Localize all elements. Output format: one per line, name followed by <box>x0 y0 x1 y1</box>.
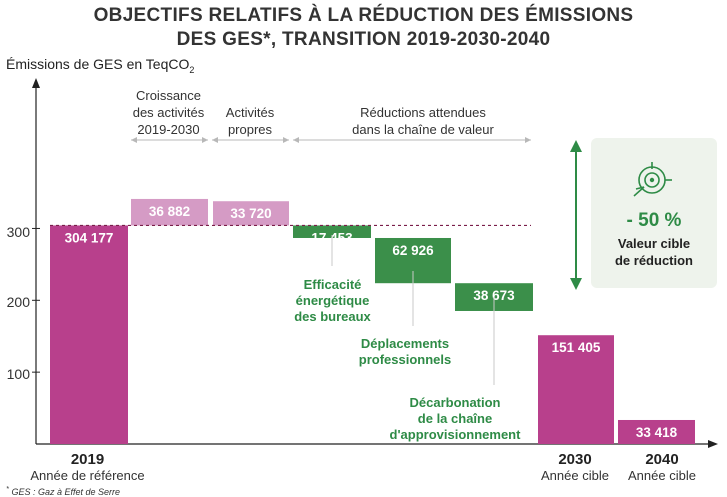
footnote: * GES : Gaz à Effet de Serre <box>6 484 120 497</box>
bar-total <box>538 335 614 444</box>
bar-value-label: 33 720 <box>230 206 271 221</box>
bar-value-label: 151 405 <box>552 340 601 355</box>
annotation-efficiency: Efficacité énergétique des bureaux <box>294 277 371 324</box>
target-percent: - 50 % <box>626 210 682 231</box>
target-panel <box>591 138 717 288</box>
x-category-2040: 2040 Année cible <box>628 451 696 483</box>
bracket-clean-arrow-left <box>212 137 218 143</box>
reduction-arrow-head-top <box>570 140 582 152</box>
bar-increase <box>131 198 208 226</box>
segment-label-clean: Activités propres <box>225 105 275 137</box>
y-tick-300: 300 <box>6 224 30 240</box>
bracket-value-chain-arrow-left <box>293 137 299 143</box>
bar-value-label: 304 177 <box>65 230 114 245</box>
bracket-growth-arrow-right <box>202 137 208 143</box>
y-axis-arrow <box>32 78 40 88</box>
annotation-travel: Déplacements professionnels <box>358 336 452 367</box>
y-axis-label: Émissions de GES en TeqCO2 <box>6 56 195 75</box>
bar-value-label: 38 673 <box>473 288 515 303</box>
chart-title-line-1: OBJECTIFS RELATIFS À LA RÉDUCTION DES ÉM… <box>93 5 634 26</box>
bar-total <box>50 225 128 444</box>
reduction-arrow-head-bottom <box>570 278 582 290</box>
target-icon <box>633 162 672 197</box>
bar-total <box>618 419 695 444</box>
annotation-supply-chain: Décarbonation de la chaîne d'approvisionne… <box>389 395 521 442</box>
bracket-value-chain-arrow-right <box>525 137 531 143</box>
bracket-clean-arrow-right <box>283 137 289 143</box>
y-tick-100: 100 <box>6 366 30 382</box>
bar-value-label: 36 882 <box>149 204 190 219</box>
x-category-2019: 2019 Année de référence <box>30 451 145 483</box>
bar-increase <box>213 201 289 226</box>
x-category-2030: 2030 Année cible <box>541 451 609 483</box>
bar-value-label: 62 926 <box>392 243 434 258</box>
segment-label-growth: Croissance des activités 2019-2030 <box>132 88 205 137</box>
bar-value-label: 33 418 <box>636 425 678 440</box>
bar-decrease <box>293 225 371 238</box>
y-tick-200: 200 <box>6 294 30 310</box>
chart-title-line-2: DES GES*, TRANSITION 2019-2030-2040 <box>176 29 551 50</box>
x-axis-arrow <box>708 440 718 448</box>
target-label: Valeur cible de réduction <box>614 236 693 268</box>
segment-label-value-chain: Réductions attendues dans la chaîne de va… <box>352 105 494 137</box>
bracket-growth-arrow-left <box>131 137 137 143</box>
